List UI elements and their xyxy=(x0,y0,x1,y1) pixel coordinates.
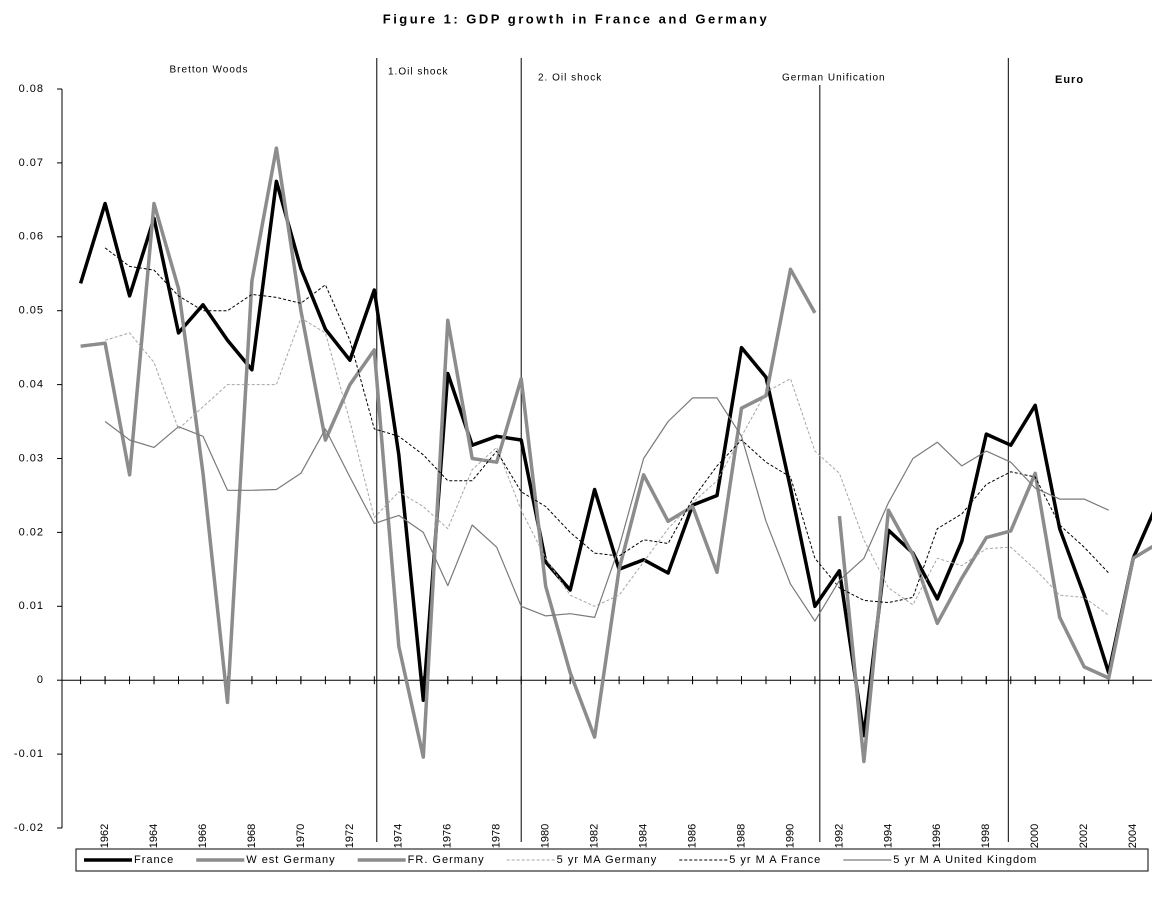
period-label: Euro xyxy=(1055,74,1084,86)
x-tick-label: 1982 xyxy=(589,824,601,848)
x-tick-label: 1972 xyxy=(344,824,356,848)
y-tick-label: 0.08 xyxy=(19,83,44,95)
y-tick-label: 0.03 xyxy=(19,452,44,464)
x-tick-label: 1976 xyxy=(442,824,454,848)
x-tick-label: 1992 xyxy=(833,824,845,848)
x-tick-label: 1970 xyxy=(295,824,307,848)
series-line xyxy=(104,247,1110,604)
y-tick-label: 0.06 xyxy=(19,231,44,243)
x-tick-label: 2004 xyxy=(1127,824,1139,848)
y-tick-label: 0.04 xyxy=(19,379,44,391)
x-tick-label: 1966 xyxy=(197,824,209,848)
series-line xyxy=(104,317,1109,616)
period-label: 1.Oil shock xyxy=(388,67,448,78)
series-line xyxy=(80,146,817,759)
y-tick-label: 0.05 xyxy=(19,305,44,317)
x-tick-label: 1978 xyxy=(491,824,503,848)
x-tick-label: 1964 xyxy=(148,824,160,848)
x-tick-label: 1962 xyxy=(99,824,111,848)
period-label: 2. Oil shock xyxy=(538,73,602,84)
x-tick-label: 2002 xyxy=(1078,824,1090,848)
x-tick-label: 2000 xyxy=(1029,824,1041,848)
series-line xyxy=(837,471,1152,764)
x-tick-label: 1984 xyxy=(638,824,650,848)
legend-label: FR. Germany xyxy=(408,854,485,866)
x-tick-label: 1998 xyxy=(980,824,992,848)
y-tick-label: -0.01 xyxy=(14,748,44,760)
legend-label: 5 yr MA Germany xyxy=(557,854,658,866)
x-tick-label: 1994 xyxy=(882,824,894,848)
legend-box xyxy=(75,848,1149,872)
legend-label: 5 yr M A France xyxy=(729,854,821,866)
x-tick-label: 1968 xyxy=(246,824,258,848)
y-tick-label: 0.01 xyxy=(19,600,44,612)
chart-title: Figure 1: GDP growth in France and Germa… xyxy=(383,11,769,26)
x-tick-label: 1980 xyxy=(540,824,552,848)
x-tick-label: 1996 xyxy=(931,824,943,848)
y-tick-label: 0 xyxy=(37,674,44,686)
x-tick-label: 1990 xyxy=(784,824,796,848)
y-tick-label: 0.07 xyxy=(19,157,44,169)
legend-label: 5 yr M A United Kingdom xyxy=(893,854,1037,866)
x-tick-label: 1988 xyxy=(735,824,747,848)
legend-label: France xyxy=(134,854,174,866)
period-label: Bretton Woods xyxy=(170,65,249,76)
x-tick-label: 1974 xyxy=(393,824,405,848)
y-tick-label: 0.02 xyxy=(19,526,44,538)
x-tick-label: 1986 xyxy=(686,824,698,848)
y-tick-label: -0.02 xyxy=(14,822,44,834)
plot-area xyxy=(78,146,1152,764)
period-label: German Unification xyxy=(782,73,886,84)
legend-label: W est Germany xyxy=(246,854,335,866)
series-line xyxy=(104,397,1109,622)
